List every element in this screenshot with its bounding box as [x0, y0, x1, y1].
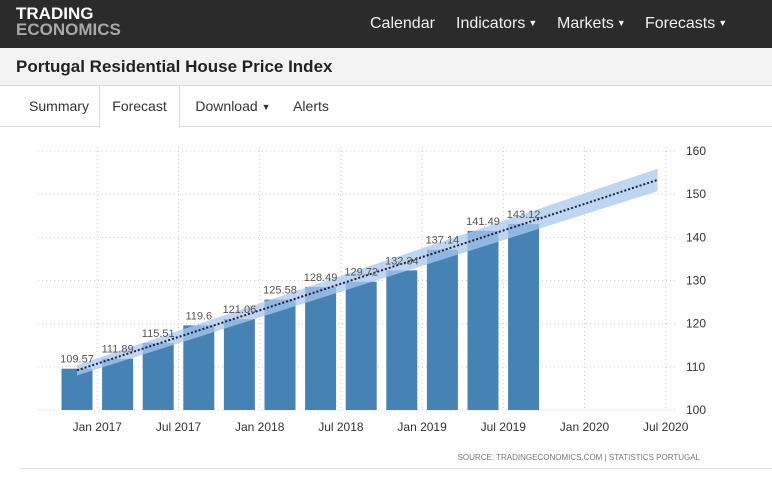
trend-line — [76, 178, 658, 372]
nav-forecasts[interactable]: Forecasts ▼ — [645, 0, 727, 48]
tab-bar: Summary Forecast Download ▼ Alerts — [0, 86, 772, 128]
tab-alerts[interactable]: Alerts — [286, 86, 336, 127]
bar — [264, 299, 296, 410]
nav-indicators[interactable]: Indicators ▼ — [456, 0, 537, 48]
tab-alerts-label: Alerts — [293, 98, 329, 114]
caret-down-icon: ▼ — [261, 102, 271, 112]
y-tick-label: 160 — [686, 144, 706, 158]
y-tick-label: 130 — [686, 274, 706, 288]
brand-logo[interactable]: TRADING ECONOMICS — [16, 4, 121, 39]
x-tick-label: Jul 2017 — [156, 420, 202, 434]
tab-forecast-label: Forecast — [112, 98, 167, 114]
bar — [305, 287, 337, 410]
data-label: 111.89 — [102, 344, 134, 356]
caret-down-icon: ▼ — [616, 18, 626, 28]
bar — [142, 343, 174, 410]
x-tick-label: Jul 2020 — [643, 420, 689, 434]
divider — [20, 468, 772, 469]
brand-logo-line1: TRADING — [16, 4, 94, 23]
data-label: 129.72 — [344, 267, 378, 279]
tab-forecast[interactable]: Forecast — [99, 86, 180, 128]
tab-summary[interactable]: Summary — [17, 86, 101, 127]
nav-calendar[interactable]: Calendar — [370, 0, 435, 48]
bar — [467, 230, 499, 410]
y-tick-label: 110 — [686, 360, 705, 374]
nav-markets[interactable]: Markets ▼ — [557, 0, 626, 48]
data-label: 121.06 — [223, 304, 257, 316]
tab-download[interactable]: Download ▼ — [186, 86, 280, 127]
nav-indicators-label: Indicators — [456, 15, 526, 32]
caret-down-icon: ▼ — [718, 18, 728, 28]
x-tick-label: Jan 2018 — [235, 420, 285, 434]
nav-markets-label: Markets — [557, 15, 614, 32]
title-bar: Portugal Residential House Price Index — [0, 48, 772, 86]
x-tick-label: Jan 2019 — [397, 420, 447, 434]
bar — [102, 358, 134, 410]
data-label: 141.49 — [466, 216, 500, 228]
nav-calendar-label: Calendar — [370, 15, 435, 32]
bar — [508, 223, 540, 410]
tab-summary-label: Summary — [29, 98, 89, 114]
data-label: 125.58 — [263, 285, 297, 297]
house-price-index-chart: 160 150 140 130 120 110 100 Jan 2017 Jul 2017 Jan… — [38, 144, 706, 462]
tab-download-label: Download — [195, 98, 258, 114]
top-navigation-bar: TRADING ECONOMICS Calendar Indicators ▼ M… — [0, 0, 772, 48]
y-tick-label: 100 — [686, 403, 706, 417]
bar — [61, 368, 93, 410]
y-tick-label: 150 — [686, 187, 706, 201]
y-tick-label: 120 — [686, 317, 706, 331]
data-label: 119.6 — [185, 310, 212, 322]
x-tick-label: Jan 2017 — [73, 420, 123, 434]
nav-forecasts-label: Forecasts — [645, 15, 716, 32]
x-tick-label: Jul 2019 — [481, 420, 527, 434]
bar — [223, 319, 255, 410]
source-caption: SOURCE: TRADINGECONOMICS.COM | STATISTIC… — [458, 453, 701, 462]
bar — [386, 270, 418, 410]
data-label: 132.34 — [385, 255, 419, 267]
x-tick-label: Jul 2018 — [318, 420, 364, 434]
data-label: 115.51 — [142, 328, 175, 340]
bar — [426, 249, 458, 410]
brand-logo-line2: ECONOMICS — [16, 20, 121, 39]
data-label: 128.49 — [304, 272, 338, 284]
forecast-band — [77, 168, 658, 376]
data-label: 143.12 — [507, 209, 541, 221]
page-title: Portugal Residential House Price Index — [16, 57, 333, 76]
bar — [345, 281, 377, 410]
data-label: 137.14 — [426, 235, 460, 247]
data-label: 109.57 — [60, 354, 94, 366]
caret-down-icon: ▼ — [528, 18, 538, 28]
x-tick-label: Jan 2020 — [560, 420, 610, 434]
y-tick-label: 140 — [686, 230, 706, 244]
chart-container: 160 150 140 130 120 110 100 Jan 2017 Jul 2017 Jan… — [0, 127, 772, 473]
